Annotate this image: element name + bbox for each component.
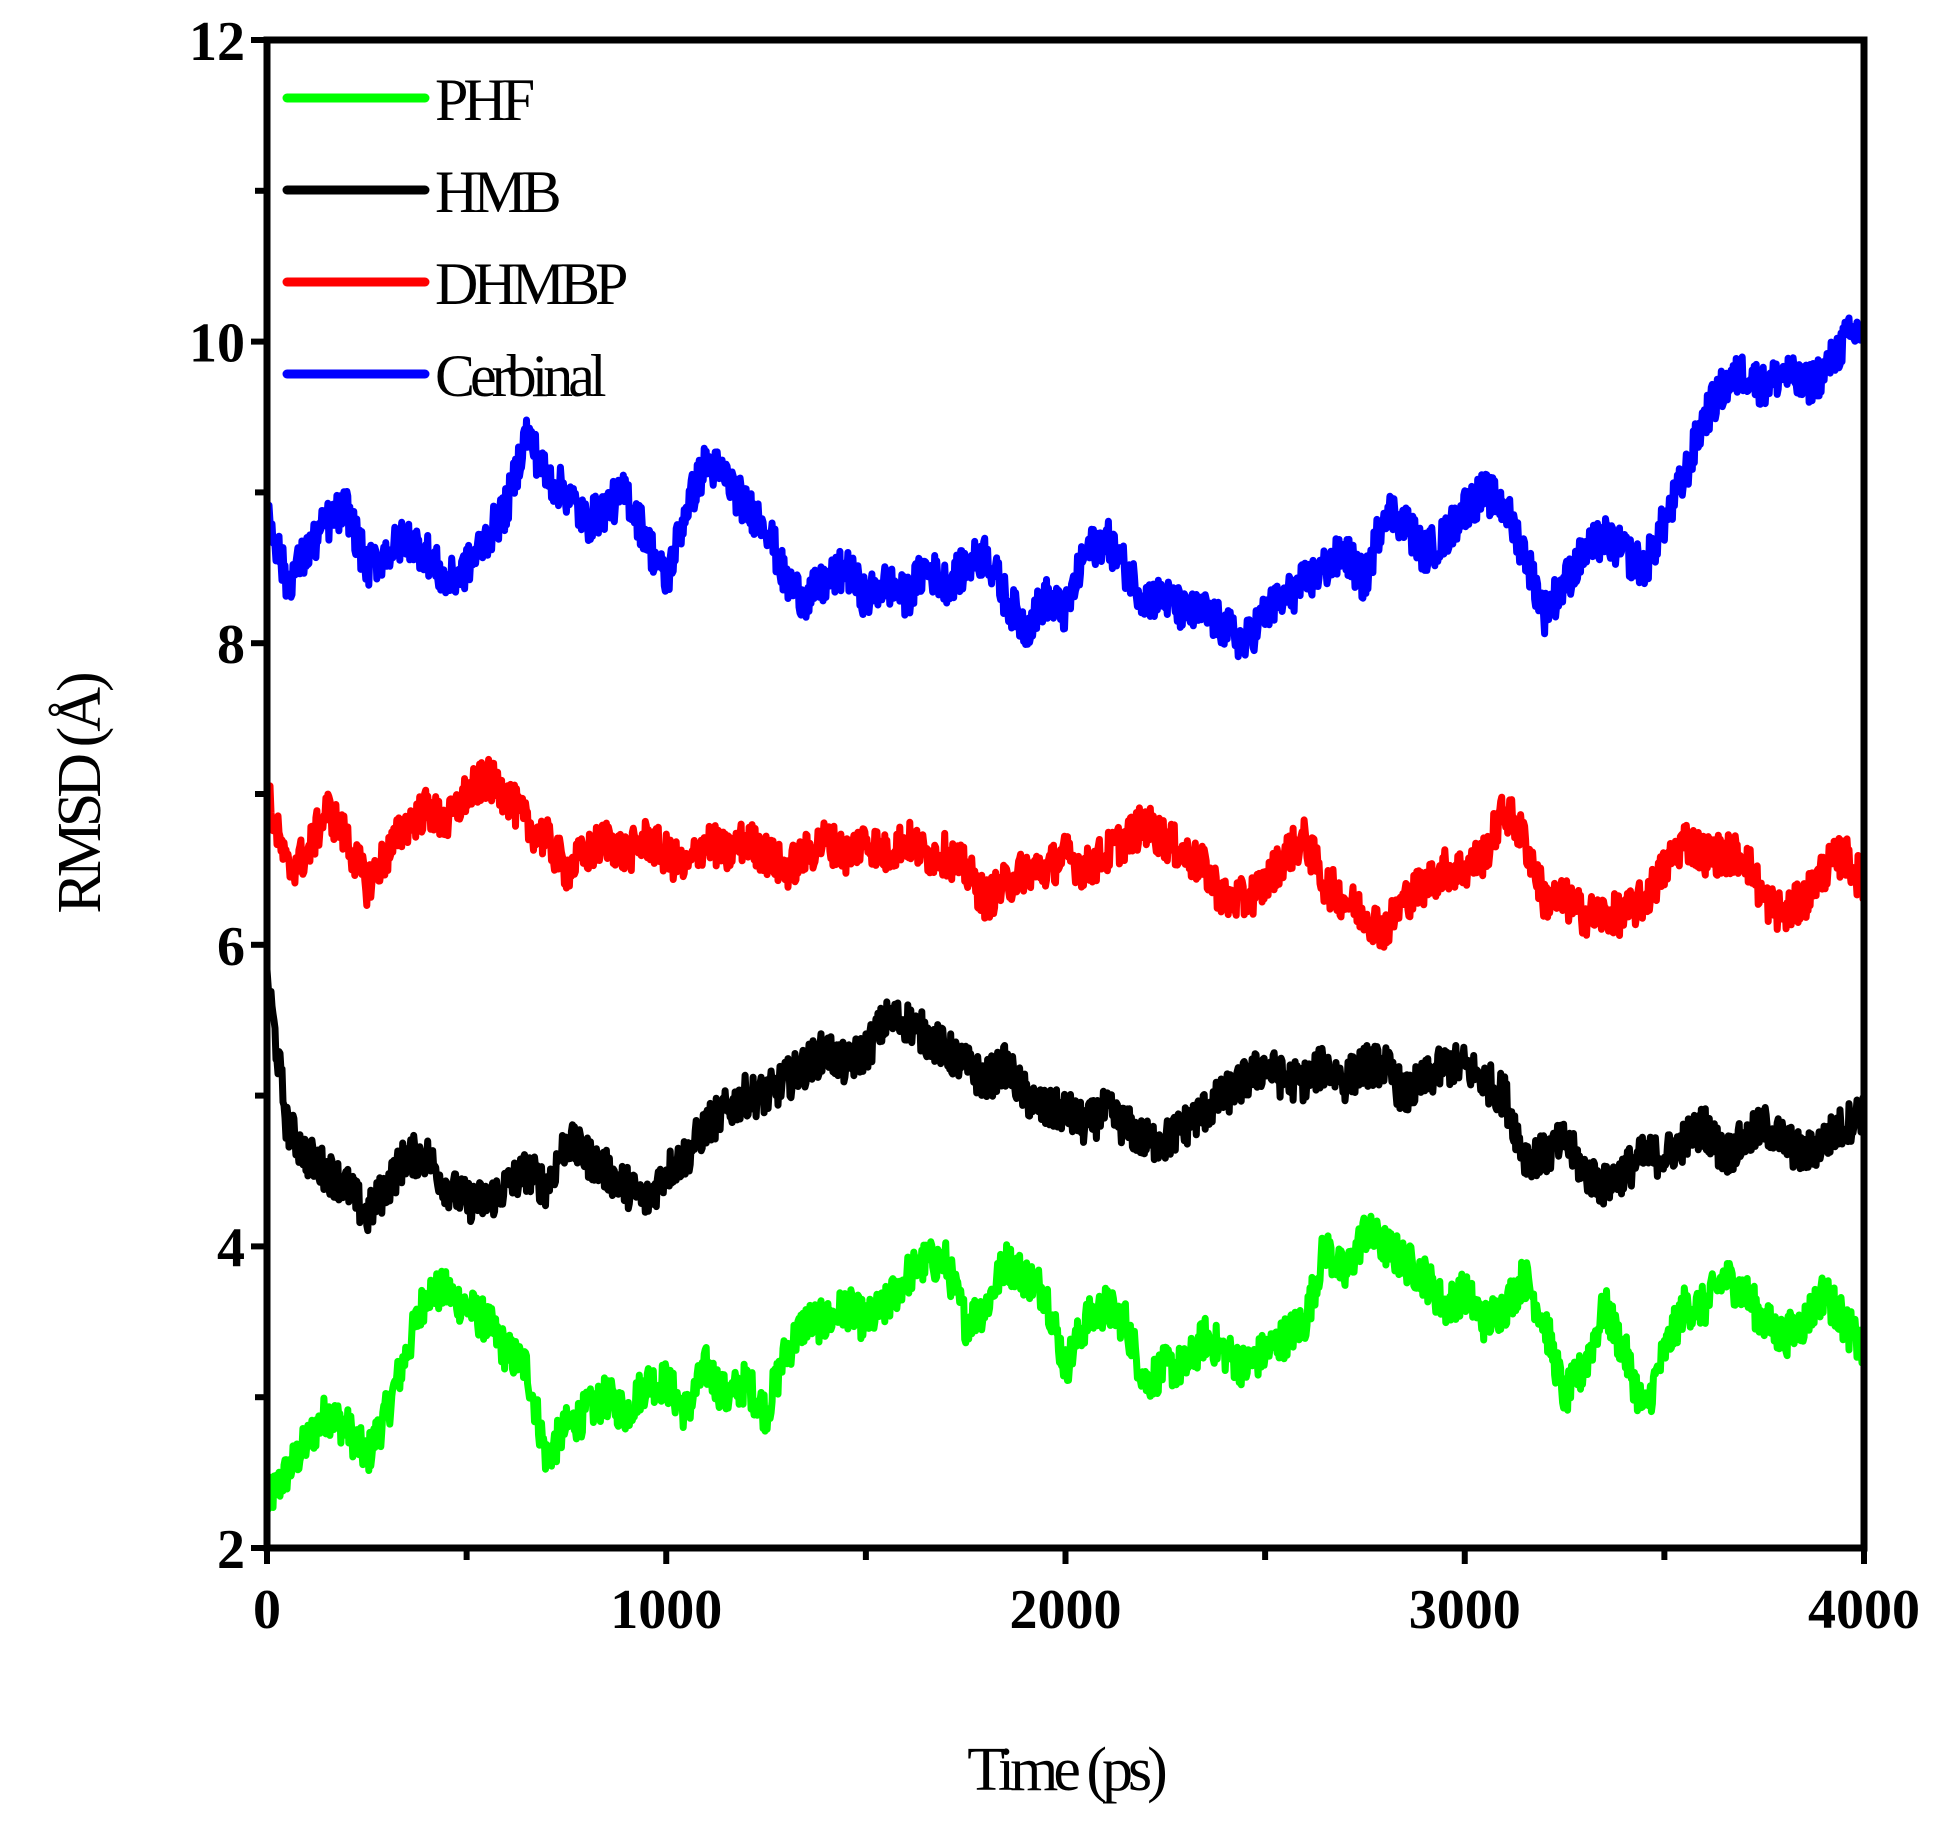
legend-label: Cerbinal [435, 343, 606, 409]
legend-entry-cerbinal: Cerbinal [282, 343, 611, 409]
x-tick-label: 1000 [610, 1579, 722, 1641]
y-tick-label: 4 [217, 1217, 245, 1279]
y-tick-label: 8 [217, 614, 245, 676]
series-line-dhmbp [263, 755, 1868, 951]
legend-label: HMB [435, 159, 560, 225]
legend-entry-phf: PHF [282, 67, 539, 133]
series-line-phf [263, 1212, 1868, 1513]
y-tick-label: 2 [217, 1519, 245, 1581]
y-axis-label: RMSD (Å) [46, 674, 114, 914]
series-layer [263, 314, 1868, 1513]
x-axis-label: Time (ps) [967, 1736, 1165, 1804]
ticks-layer: 0 1000 2000 3000 4000 2 4 6 8 10 12 [189, 11, 1920, 1641]
legend: PHF HMB DHMBP Cerbinal [282, 67, 631, 409]
legend-entry-hmb: HMB [282, 159, 565, 225]
legend-label: DHMBP [435, 251, 626, 317]
y-tick-label: 12 [189, 11, 245, 73]
y-tick-label: 6 [217, 916, 245, 978]
series-line-cerbinal [263, 314, 1868, 661]
legend-label: PHF [435, 67, 534, 133]
x-tick-label: 3000 [1409, 1579, 1521, 1641]
legend-entry-dhmbp: DHMBP [282, 251, 631, 317]
x-tick-label: 0 [253, 1579, 281, 1641]
series-line-hmb [263, 966, 1868, 1235]
y-tick-label: 10 [189, 313, 245, 375]
x-tick-label: 2000 [1010, 1579, 1122, 1641]
x-tick-label: 4000 [1808, 1579, 1920, 1641]
